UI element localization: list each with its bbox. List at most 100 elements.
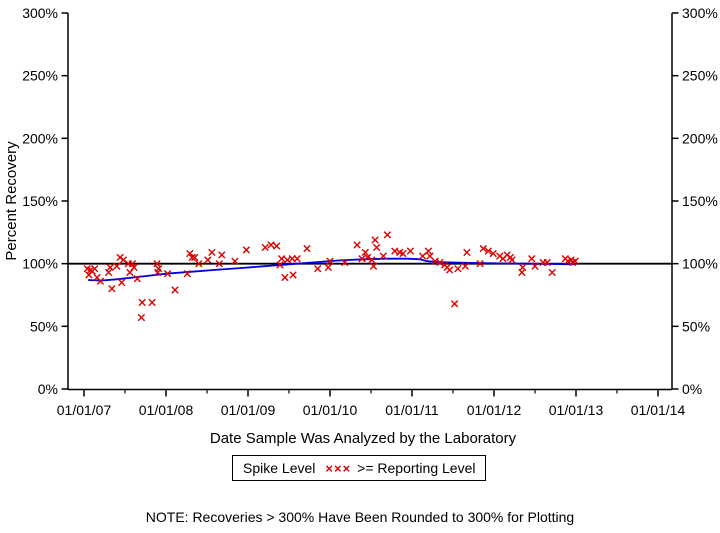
data-point-marker — [368, 256, 376, 264]
y-axis-title: Percent Recovery — [3, 141, 20, 261]
data-point-marker — [369, 262, 378, 270]
legend-item-label: >= Reporting Level — [357, 460, 476, 476]
data-point-marker — [208, 248, 216, 257]
data-point-marker — [543, 258, 551, 267]
x-tick-label: 01/01/07 — [57, 402, 112, 418]
y-tick-label-left: 50% — [30, 318, 58, 334]
data-point-marker — [104, 268, 113, 277]
data-point-marker — [118, 278, 126, 287]
x-tick-label: 01/01/10 — [303, 402, 358, 418]
data-point-marker — [548, 268, 556, 277]
axis-frame — [67, 13, 673, 391]
y-tick-label-left: 0% — [38, 381, 58, 397]
y-tick-label-right: 200% — [682, 130, 718, 146]
x-tick-label: 01/01/08 — [139, 402, 194, 418]
data-point-marker — [163, 270, 172, 278]
data-point-marker — [358, 255, 366, 263]
y-tick-label-left: 300% — [22, 5, 58, 21]
data-point-marker — [371, 236, 379, 244]
data-point-marker — [484, 247, 492, 255]
data-point-marker — [293, 255, 301, 263]
data-point-marker — [446, 266, 454, 274]
data-point-marker — [153, 260, 161, 268]
data-point-marker — [191, 253, 199, 262]
data-point-marker — [406, 247, 415, 255]
y-tick-label-left: 150% — [22, 193, 58, 209]
data-point-marker — [461, 262, 469, 270]
data-point-marker — [373, 243, 381, 252]
data-point-marker — [528, 255, 536, 263]
data-point-marker — [108, 285, 116, 293]
data-point-marker — [479, 244, 487, 253]
trend-polyline — [88, 257, 576, 282]
data-point-marker — [361, 248, 369, 257]
data-point-marker — [364, 253, 372, 262]
data-point-marker — [476, 260, 484, 268]
data-point-marker — [171, 286, 179, 294]
legend: Spike Level ××× >= Reporting Level — [232, 455, 487, 481]
data-point-marker — [463, 248, 471, 257]
data-point-marker — [183, 270, 191, 278]
data-point-marker — [531, 262, 539, 270]
y-tick-label-right: 0% — [682, 381, 702, 397]
y-tick-label-right: 150% — [682, 193, 718, 209]
data-point-marker — [106, 263, 114, 272]
data-point-marker — [450, 300, 459, 308]
data-point-marker — [289, 271, 297, 279]
y-tick-label-right: 100% — [682, 256, 718, 272]
data-point-marker — [267, 241, 275, 249]
data-point-marker — [341, 258, 349, 267]
y-tick-label-right: 250% — [682, 68, 718, 84]
data-point-marker — [424, 247, 433, 255]
data-point-marker — [188, 253, 196, 262]
data-point-marker — [148, 298, 156, 307]
data-point-marker — [91, 265, 99, 273]
data-point-marker — [204, 256, 212, 264]
data-point-marker — [303, 244, 311, 253]
data-point-marker — [436, 258, 444, 267]
data-point-marker — [96, 277, 105, 285]
data-point-marker — [138, 298, 146, 307]
data-point-marker — [571, 257, 579, 265]
y-tick-label-left: 250% — [22, 68, 58, 84]
data-point-marker — [519, 263, 527, 272]
y-tick-label-left: 200% — [22, 130, 58, 146]
data-point-marker — [154, 265, 163, 273]
data-point-marker — [281, 273, 289, 282]
data-point-marker — [231, 257, 239, 265]
data-point-marker — [314, 265, 322, 273]
data-point-marker — [419, 252, 427, 260]
data-point-marker — [379, 252, 387, 260]
data-point-marker — [326, 257, 334, 265]
x-tick-label: 01/01/11 — [385, 402, 439, 418]
data-point-marker — [130, 263, 138, 272]
data-point-marker — [261, 243, 269, 252]
scatter-markers — [83, 231, 579, 322]
footnote: NOTE: Recoveries > 300% Have Been Rounde… — [145, 509, 575, 525]
data-point-marker — [399, 249, 407, 258]
data-point-marker — [215, 260, 223, 268]
axis-tick-labels: 0% 0% 50% 50% 100% 100% 150% 150% 200% 200% 250% 25… — [22, 5, 718, 418]
data-point-marker — [242, 246, 251, 254]
y-tick-label-right: 300% — [682, 5, 718, 21]
x-axis-title: Date Sample Was Analyzed by the Laborato… — [210, 430, 517, 447]
data-point-marker — [508, 256, 516, 264]
data-point-marker — [383, 231, 392, 239]
data-point-marker — [324, 263, 333, 272]
data-point-marker — [277, 255, 286, 263]
axes — [67, 13, 673, 391]
legend-x-marker-icon: ××× — [325, 460, 352, 476]
data-point-marker — [113, 262, 121, 270]
data-point-marker — [273, 242, 281, 250]
data-point-marker — [119, 256, 128, 264]
data-point-marker — [195, 260, 203, 268]
y-tick-label-left: 100% — [22, 256, 58, 272]
data-point-marker — [128, 260, 137, 268]
x-tick-label: 01/01/14 — [631, 402, 686, 418]
data-point-marker — [186, 249, 194, 258]
x-tick-label: 01/01/13 — [549, 402, 604, 418]
data-point-marker — [353, 241, 361, 249]
data-point-marker — [489, 249, 497, 258]
